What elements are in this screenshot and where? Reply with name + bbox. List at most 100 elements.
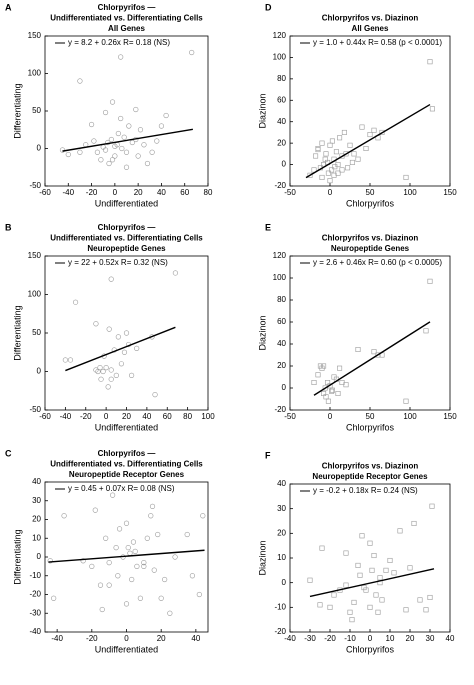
point — [367, 604, 373, 610]
y-tick-label: 60 — [277, 95, 286, 104]
x-tick-label: -20 — [86, 634, 98, 643]
y-tick-label: 100 — [28, 69, 42, 78]
point — [325, 170, 331, 176]
panel: B Chlorpyrifos — Undifferentiated vs. Diff… — [5, 222, 215, 432]
point — [149, 503, 156, 509]
point — [403, 607, 409, 613]
panel-title: Neuropeptide Receptor Genes — [69, 470, 185, 479]
y-tick-label: -20 — [274, 181, 286, 190]
point — [331, 592, 337, 598]
panel-title: Undifferentiated vs. Differentiating Cel… — [50, 460, 203, 469]
y-tick-label: 0 — [282, 383, 287, 392]
y-tick-label: 80 — [277, 74, 286, 83]
y-tick-label: 0 — [282, 578, 287, 587]
point — [98, 376, 104, 382]
x-tick-label: 100 — [403, 188, 417, 197]
x-tick-label: -20 — [86, 188, 98, 197]
x-tick-label: 80 — [183, 412, 192, 421]
point — [329, 388, 335, 394]
y-tick-label: -30 — [29, 608, 41, 617]
y-tick-label: -50 — [29, 181, 41, 190]
y-tick-label: 120 — [273, 251, 287, 260]
point — [97, 365, 103, 371]
point — [391, 570, 397, 576]
point — [343, 151, 349, 157]
point — [327, 178, 333, 184]
point — [427, 594, 433, 600]
point — [359, 124, 365, 130]
point — [99, 606, 105, 613]
legend-label: y = 0.45 + 0.07x R= 0.08 (NS) — [68, 484, 175, 493]
point — [327, 142, 333, 148]
point — [106, 582, 112, 588]
point — [167, 610, 173, 616]
x-tick-label: 0 — [328, 412, 333, 421]
x-tick-label: -10 — [344, 634, 356, 643]
point — [100, 368, 106, 375]
point — [319, 545, 325, 551]
y-tick-label: 0 — [37, 552, 42, 561]
point — [200, 513, 206, 519]
point — [102, 147, 109, 153]
point — [121, 349, 128, 355]
y-axis-label: Differentiating — [12, 305, 22, 360]
point — [132, 548, 138, 554]
x-tick-label: 20 — [406, 634, 415, 643]
legend-label: y = 8.2 + 0.26x R= 0.18 (NS) — [68, 38, 170, 47]
point — [371, 553, 377, 559]
plot-frame — [289, 35, 451, 187]
point — [121, 134, 127, 140]
x-tick-label: 30 — [426, 634, 435, 643]
plot-frame — [44, 255, 209, 411]
y-tick-label: 20 — [277, 361, 286, 370]
x-tick-label: -40 — [284, 634, 296, 643]
point — [341, 129, 347, 135]
x-axis-label: Undifferentiated — [95, 422, 158, 432]
plot-frame — [44, 35, 209, 187]
panel-title: Chlorpyrifos — — [98, 3, 156, 12]
panel-title: Undifferentiated vs. Differentiating Cel… — [50, 14, 203, 23]
point — [106, 160, 112, 167]
point — [158, 595, 164, 601]
x-tick-label: 100 — [201, 412, 215, 421]
point — [123, 164, 130, 170]
panel-title: Neuropeptide Receptor Genes — [312, 472, 428, 481]
y-tick-label: 30 — [277, 504, 286, 513]
y-axis-label: Diazinon — [257, 540, 267, 575]
point — [103, 535, 109, 541]
panel-letter: F — [265, 450, 271, 460]
panel-title: Chlorpyrifos — — [98, 223, 156, 232]
point — [369, 567, 375, 573]
point — [189, 573, 195, 579]
point — [109, 99, 116, 105]
legend-label: y = 1.0 + 0.44x R= 0.58 (p < 0.0001) — [313, 38, 442, 47]
point — [67, 357, 74, 363]
plot-frame — [44, 481, 209, 633]
point — [112, 153, 118, 159]
panel-title: Undifferentiated vs. Differentiating Cel… — [50, 234, 203, 243]
y-tick-label: 10 — [32, 533, 41, 542]
y-tick-label: 30 — [32, 496, 41, 505]
y-axis-label: Differentiating — [12, 529, 22, 584]
point — [72, 299, 79, 305]
point — [102, 109, 109, 116]
point — [113, 372, 119, 378]
point — [109, 157, 116, 163]
y-tick-label: 0 — [282, 160, 287, 169]
y-tick-label: -20 — [274, 405, 286, 414]
legend-label: y = -0.2 + 0.18x R= 0.24 (NS) — [313, 486, 418, 495]
x-tick-label: -20 — [324, 634, 336, 643]
point — [423, 607, 429, 613]
point — [108, 276, 114, 282]
point — [359, 533, 365, 539]
point — [397, 528, 403, 534]
point — [357, 572, 363, 578]
point — [343, 550, 349, 556]
point — [172, 554, 178, 560]
point — [137, 595, 143, 601]
x-tick-label: 0 — [368, 634, 373, 643]
point — [100, 144, 106, 150]
point — [116, 526, 123, 532]
panel-title: All Genes — [352, 24, 389, 33]
